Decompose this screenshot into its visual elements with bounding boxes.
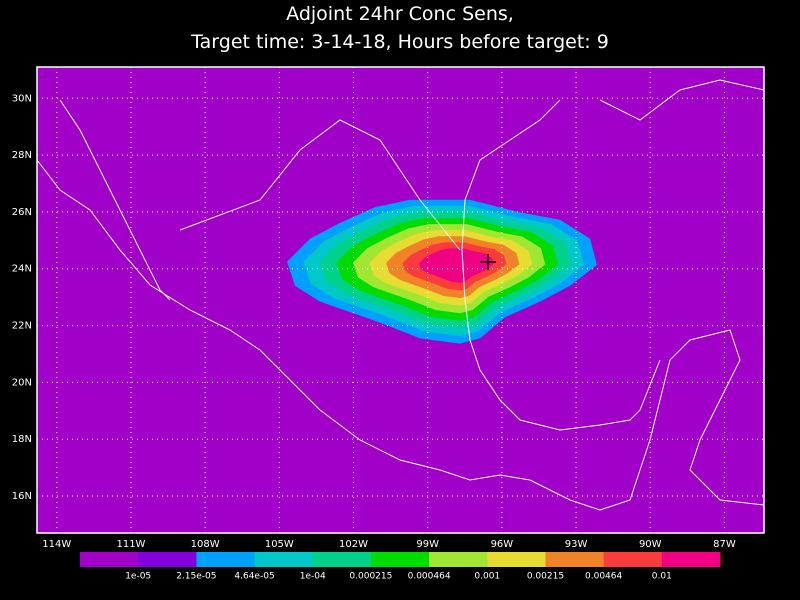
colorbar-swatch bbox=[196, 552, 256, 567]
contours bbox=[287, 199, 597, 344]
colorbar-label: 0.00215 bbox=[527, 572, 564, 582]
map-frame bbox=[36, 66, 765, 534]
colorbar-label: 0.000215 bbox=[349, 572, 392, 582]
lon-tick-label: 87W bbox=[713, 539, 736, 550]
colorbar-label: 4.64e-05 bbox=[234, 572, 274, 582]
lat-tick-label: 24N bbox=[12, 264, 32, 275]
colorbar-swatch bbox=[603, 552, 663, 567]
lon-tick-label: 90W bbox=[639, 539, 662, 550]
colorbar-swatch bbox=[370, 552, 430, 567]
colorbar-label: 1e-04 bbox=[300, 572, 326, 582]
coastline bbox=[59, 99, 171, 301]
grid bbox=[37, 67, 764, 533]
lon-tick-label: 111W bbox=[116, 539, 145, 550]
coastlines bbox=[36, 79, 765, 511]
lat-tick-label: 18N bbox=[12, 434, 32, 445]
colorbar-swatch bbox=[487, 552, 546, 567]
target-marker bbox=[480, 254, 496, 270]
border bbox=[179, 119, 461, 251]
lon-tick-label: 108W bbox=[191, 539, 220, 550]
lat-tick-label: 20N bbox=[12, 377, 32, 388]
coastline bbox=[36, 159, 765, 511]
lat-tick-label: 16N bbox=[12, 491, 32, 502]
lat-tick-label: 28N bbox=[12, 150, 32, 161]
colorbar-label: 0.01 bbox=[652, 572, 672, 582]
colorbar-swatch bbox=[545, 552, 605, 567]
lon-tick-label: 105W bbox=[265, 539, 294, 550]
border bbox=[599, 79, 765, 121]
title-line: Target time: 3-14-18, Hours before targe… bbox=[190, 31, 609, 53]
lon-tick-label: 96W bbox=[491, 539, 514, 550]
lat-tick-label: 26N bbox=[12, 207, 32, 218]
lon-tick-label: 93W bbox=[565, 539, 588, 550]
coastline bbox=[461, 99, 661, 431]
lon-tick-label: 114W bbox=[42, 539, 71, 550]
colorbar-label: 0.000464 bbox=[408, 572, 451, 582]
lon-tick-label: 102W bbox=[339, 539, 368, 550]
contour-region bbox=[419, 248, 494, 283]
lon-tick-label: 99W bbox=[416, 539, 439, 550]
colorbar-swatch bbox=[312, 552, 372, 567]
colorbar-label: 0.00464 bbox=[585, 572, 622, 582]
colorbar-label: 2.15e-05 bbox=[176, 572, 216, 582]
lat-tick-label: 30N bbox=[12, 93, 32, 104]
colorbar-swatch bbox=[254, 552, 314, 567]
colorbar-label: 1e-05 bbox=[125, 572, 151, 582]
colorbar-swatch bbox=[429, 552, 488, 567]
lat-tick-label: 22N bbox=[12, 321, 32, 332]
colorbar-label: 0.001 bbox=[474, 572, 500, 582]
colorbar-swatch bbox=[661, 552, 721, 567]
colorbar-swatch bbox=[138, 552, 197, 567]
title-line: Adjoint 24hr Conc Sens, bbox=[286, 3, 514, 25]
colorbar-swatch bbox=[80, 552, 139, 567]
